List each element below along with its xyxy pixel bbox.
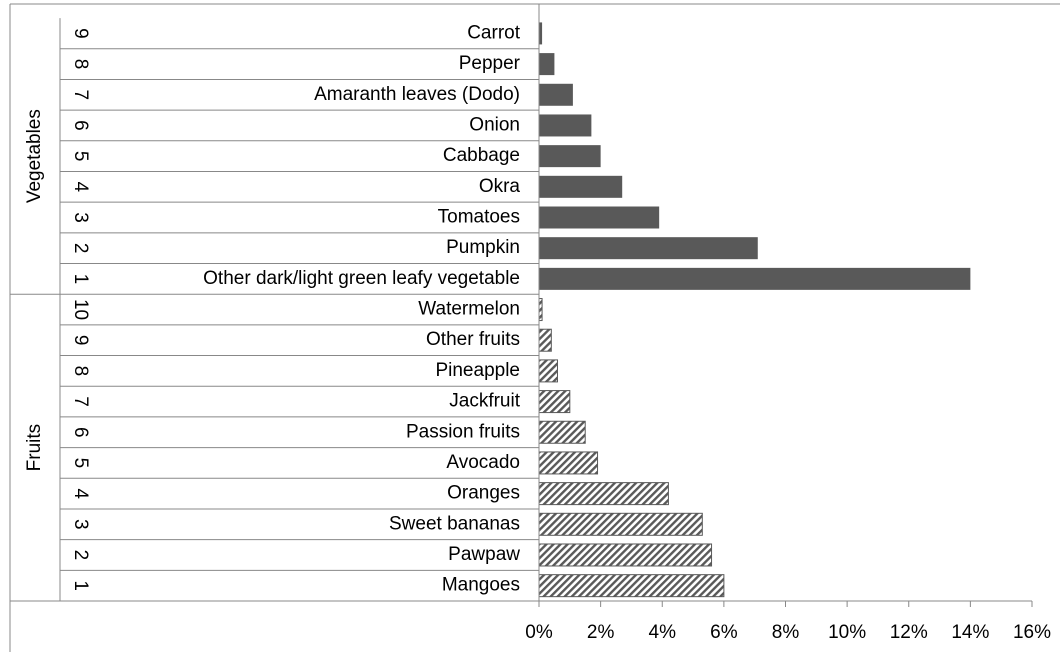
rank-label: 4 (70, 182, 91, 193)
category-label: Mangoes (442, 575, 520, 596)
category-label: Watermelon (418, 299, 520, 320)
bar (538, 328, 552, 352)
rank-label: 2 (70, 243, 91, 254)
x-tick-label: 6% (710, 622, 738, 643)
category-label: Pawpaw (448, 544, 520, 565)
category-label: Tomatoes (438, 207, 520, 228)
rank-label: 6 (70, 120, 91, 131)
category-label: Oranges (447, 483, 520, 504)
category-label: Pineapple (435, 360, 520, 381)
category-label: Other fruits (426, 329, 520, 350)
bar (539, 175, 623, 198)
bar (538, 543, 713, 567)
bar (538, 574, 725, 598)
rank-label: 1 (70, 274, 91, 285)
bar (538, 451, 599, 475)
x-tick-label: 12% (890, 622, 928, 643)
x-tick-label: 0% (525, 622, 553, 643)
rank-label: 7 (70, 396, 91, 407)
bar (538, 512, 703, 536)
bar (538, 420, 586, 444)
bar (539, 83, 573, 106)
rank-label: 10 (70, 299, 91, 320)
rank-label: 8 (70, 366, 91, 377)
rank-label: 2 (70, 550, 91, 561)
category-label: Onion (469, 114, 520, 135)
rank-label: 7 (70, 89, 91, 100)
rank-label: 5 (70, 458, 91, 469)
rank-label: 4 (70, 488, 91, 499)
bar (539, 114, 592, 137)
rank-label: 8 (70, 59, 91, 70)
x-tick-label: 4% (649, 622, 677, 643)
category-label: Other dark/light green leafy vegetable (203, 268, 520, 289)
x-tick-label: 16% (1013, 622, 1051, 643)
x-tick-label: 2% (587, 622, 615, 643)
rank-label: 9 (70, 28, 91, 39)
category-label: Sweet bananas (389, 513, 520, 534)
rank-label: 9 (70, 335, 91, 346)
bar (538, 390, 571, 414)
category-label: Amaranth leaves (Dodo) (314, 84, 520, 105)
category-label: Okra (479, 176, 521, 197)
bar (539, 53, 555, 76)
bar (539, 267, 971, 290)
category-label: Carrot (467, 22, 521, 43)
rank-label: 5 (70, 151, 91, 162)
group-label: Vegetables (24, 109, 45, 203)
bar (539, 145, 601, 168)
category-label: Pepper (459, 53, 521, 74)
category-label: Pumpkin (446, 237, 520, 258)
rank-label: 3 (70, 212, 91, 223)
category-label: Avocado (446, 452, 520, 473)
x-tick-label: 8% (772, 622, 800, 643)
bar (538, 359, 558, 383)
x-tick-label: 14% (951, 622, 989, 643)
category-label: Passion fruits (406, 421, 520, 442)
rank-label: 1 (70, 580, 91, 591)
rank-label: 6 (70, 427, 91, 438)
bar (539, 22, 543, 45)
bar (538, 482, 669, 506)
rank-label: 3 (70, 519, 91, 530)
group-label: Fruits (24, 424, 45, 472)
bar (539, 237, 758, 260)
bar (539, 206, 660, 229)
category-label: Jackfruit (449, 391, 520, 412)
x-tick-label: 10% (828, 622, 866, 643)
category-label: Cabbage (443, 145, 520, 166)
